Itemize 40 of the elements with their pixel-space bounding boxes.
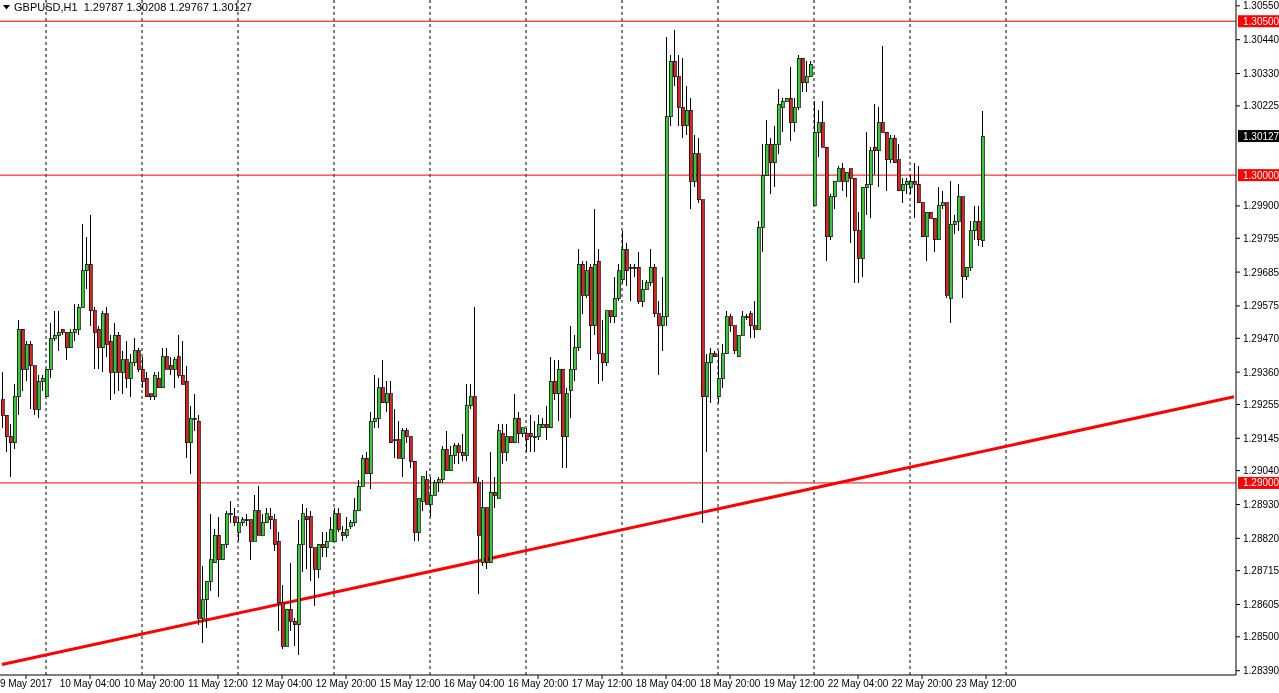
x-tick-label: 10 May 04:00 [59, 678, 121, 689]
y-tick-label: 1.28605 [1243, 599, 1279, 611]
y-tick-label: 1.30225 [1243, 100, 1279, 112]
x-tick-label: 12 May 20:00 [315, 678, 377, 689]
y-tick-label: 1.30440 [1243, 34, 1279, 46]
y-tick-label: 1.29360 [1243, 366, 1279, 378]
y-tick-label: 1.29470 [1243, 332, 1279, 344]
x-tick-label: 16 May 04:00 [443, 678, 505, 689]
x-tick-label: 18 May 20:00 [699, 678, 761, 689]
y-tick-label: 1.29255 [1243, 398, 1279, 410]
x-tick-label: 10 May 20:00 [123, 678, 185, 689]
chart-title: GBPUSD,H1 1.29787 1.30208 1.29767 1.30127 [14, 0, 252, 13]
y-tick-label: 1.28500 [1243, 631, 1279, 643]
x-tick-label: 19 May 12:00 [763, 678, 825, 689]
y-tick-label: 1.28930 [1243, 498, 1279, 510]
y-tick-label: 1.28390 [1243, 665, 1279, 677]
y-tick-label: 1.30330 [1243, 68, 1279, 80]
y-tick-label: 1.28820 [1243, 532, 1279, 544]
y-tick-label: 1.28715 [1243, 565, 1279, 577]
text: 1.30127 [1243, 130, 1279, 142]
ref-line-label: 1.30500 [1243, 15, 1279, 27]
y-tick-label: 1.29040 [1243, 465, 1279, 477]
x-tick-label: 11 May 12:00 [188, 678, 249, 689]
x-tick-label: 16 May 20:00 [507, 678, 569, 689]
x-tick-label: 18 May 04:00 [635, 678, 697, 689]
x-tick-label: 17 May 12:00 [571, 678, 633, 689]
x-tick-label: 9 May 2017 [0, 678, 53, 689]
x-tick-label: 23 May 12:00 [955, 678, 1017, 689]
y-tick-label: 1.29685 [1243, 266, 1279, 278]
x-tick-label: 15 May 12:00 [379, 678, 441, 689]
y-tick-label: 1.29575 [1243, 300, 1279, 312]
y-tick-label: 1.30550 [1243, 0, 1279, 12]
x-tick-label: 22 May 04:00 [827, 678, 889, 689]
y-tick-label: 1.29145 [1243, 432, 1279, 444]
ref-line-label: 1.29000 [1243, 477, 1279, 489]
x-tick-label: 22 May 20:00 [891, 678, 953, 689]
y-tick-label: 1.29795 [1243, 232, 1279, 244]
ref-line-label: 1.30000 [1243, 169, 1279, 181]
y-tick-label: 1.29900 [1243, 200, 1279, 212]
x-tick-label: 12 May 04:00 [251, 678, 313, 689]
